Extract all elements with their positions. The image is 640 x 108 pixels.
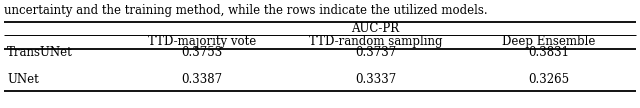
Text: TransUNet: TransUNet bbox=[7, 46, 73, 59]
Text: TTD-random sampling: TTD-random sampling bbox=[308, 36, 442, 48]
Text: AUC-PR: AUC-PR bbox=[351, 22, 399, 35]
Text: TTD-majority vote: TTD-majority vote bbox=[148, 36, 256, 48]
Text: 0.3387: 0.3387 bbox=[181, 73, 222, 86]
Text: 0.3831: 0.3831 bbox=[529, 46, 570, 59]
Text: Deep Ensemble: Deep Ensemble bbox=[502, 36, 596, 48]
Text: UNet: UNet bbox=[7, 73, 39, 86]
Text: 0.3265: 0.3265 bbox=[529, 73, 570, 86]
Text: uncertainty and the training method, while the rows indicate the utilized models: uncertainty and the training method, whi… bbox=[4, 4, 488, 17]
Text: 0.3737: 0.3737 bbox=[355, 46, 396, 59]
Text: 0.3753: 0.3753 bbox=[181, 46, 223, 59]
Text: 0.3337: 0.3337 bbox=[355, 73, 396, 86]
